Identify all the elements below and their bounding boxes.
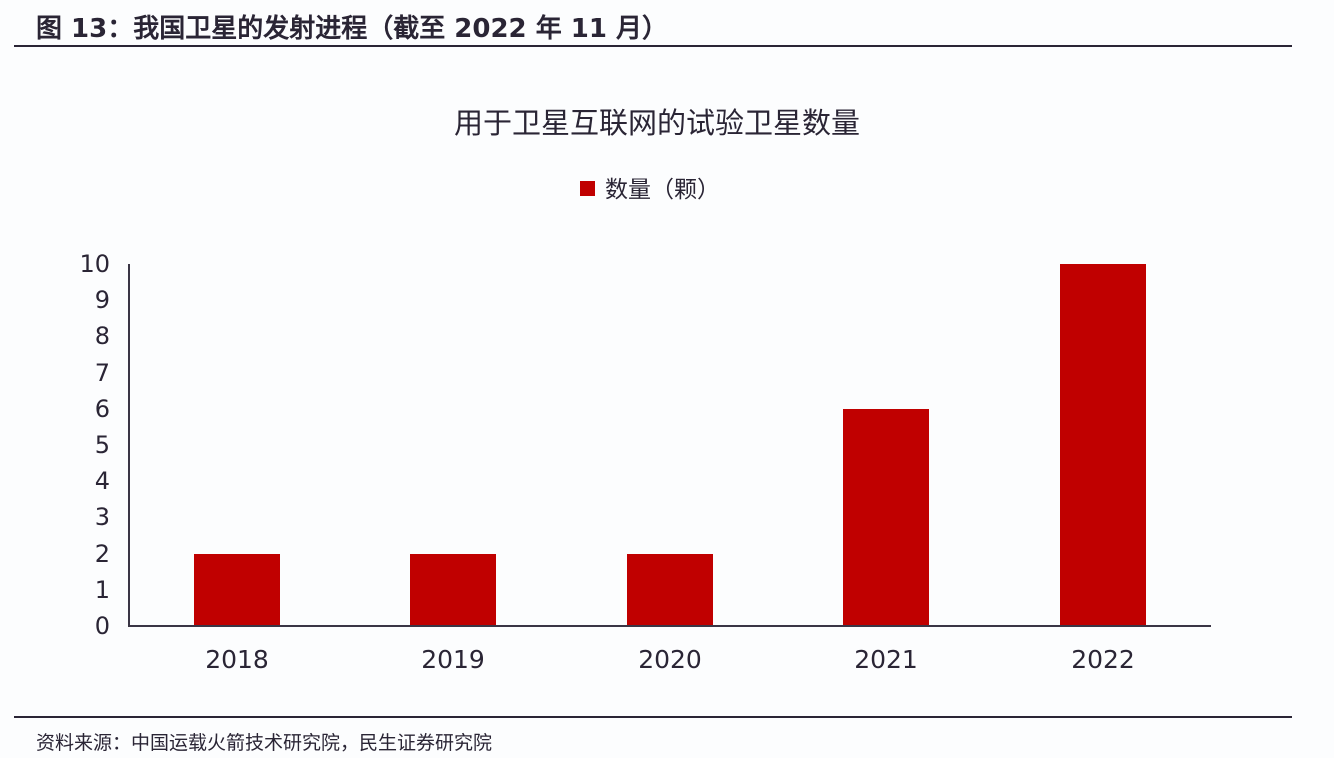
x-axis-line [128, 625, 1211, 627]
y-tick-label: 9 [94, 286, 110, 315]
bar-2021 [843, 408, 929, 626]
y-tick-label: 0 [94, 612, 110, 640]
y-tick-label: 8 [94, 322, 110, 351]
bar-2022 [1060, 264, 1146, 626]
y-tick-label: 2 [94, 539, 110, 568]
bar-2018 [194, 553, 280, 626]
y-tick-label: 5 [94, 431, 110, 459]
chart-title: 用于卫星互联网的试验卫星数量 [453, 106, 860, 140]
x-tick-label: 2018 [205, 645, 269, 674]
x-tick-label: 2022 [1071, 645, 1135, 674]
legend-label: 数量（颗） [605, 177, 720, 203]
bar-2020 [627, 553, 713, 626]
source-rule [14, 716, 1292, 718]
title-rule [14, 45, 1292, 47]
legend: 数量（颗） [0, 170, 1300, 204]
x-tick-label: 2021 [854, 645, 918, 674]
y-tick-label: 10 [79, 250, 110, 278]
y-tick-label: 4 [94, 467, 110, 496]
y-tick-label: 7 [94, 358, 110, 387]
y-axis-line [128, 264, 130, 627]
y-tick-label: 3 [94, 503, 110, 532]
legend-swatch-icon [580, 181, 595, 196]
source-note: 资料来源：中国运载火箭技术研究院，民生证券研究院 [36, 732, 493, 754]
y-tick-label: 6 [94, 394, 110, 423]
figure-title: 图 13：我国卫星的发射进程（截至 2022 年 11 月） [36, 14, 668, 44]
x-tick-label: 2020 [638, 645, 702, 674]
x-tick-label: 2019 [421, 645, 485, 674]
bar-2019 [410, 553, 496, 626]
y-tick-label: 1 [94, 575, 110, 604]
